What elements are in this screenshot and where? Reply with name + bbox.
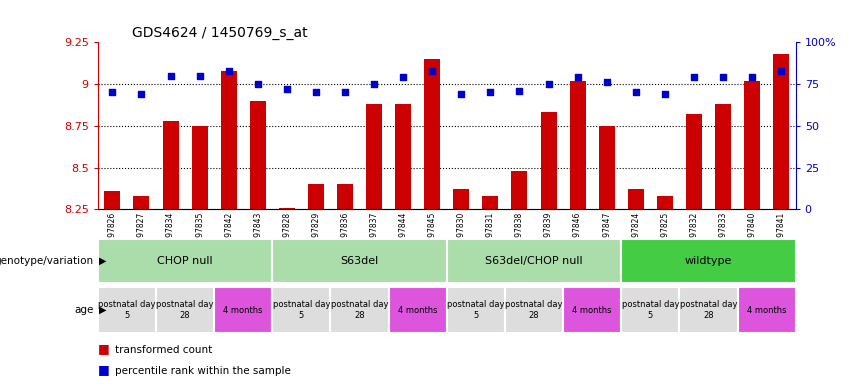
Point bbox=[483, 89, 497, 95]
Point bbox=[251, 81, 265, 87]
Bar bbox=[425, 59, 440, 209]
Text: postnatal day
28: postnatal day 28 bbox=[157, 300, 214, 320]
Text: postnatal day
5: postnatal day 5 bbox=[272, 300, 330, 320]
Bar bbox=[272, 287, 330, 333]
Text: genotype/variation: genotype/variation bbox=[0, 256, 94, 266]
Bar bbox=[308, 184, 324, 209]
Point bbox=[222, 68, 236, 74]
Bar bbox=[337, 184, 353, 209]
Point bbox=[134, 91, 148, 97]
Text: ■: ■ bbox=[98, 363, 110, 376]
Text: 4 months: 4 months bbox=[398, 306, 437, 314]
Text: postnatal day
28: postnatal day 28 bbox=[680, 300, 737, 320]
Bar bbox=[330, 287, 389, 333]
Text: postnatal day
5: postnatal day 5 bbox=[447, 300, 505, 320]
Text: 4 months: 4 months bbox=[747, 306, 786, 314]
Text: S63del: S63del bbox=[340, 256, 379, 266]
Bar bbox=[395, 104, 411, 209]
Bar bbox=[540, 113, 557, 209]
Bar bbox=[156, 287, 214, 333]
Text: transformed count: transformed count bbox=[115, 345, 212, 355]
Point bbox=[397, 74, 410, 80]
Bar bbox=[511, 171, 528, 209]
Point bbox=[774, 68, 788, 74]
Bar bbox=[134, 196, 150, 209]
Text: postnatal day
28: postnatal day 28 bbox=[505, 300, 563, 320]
Bar bbox=[563, 287, 621, 333]
Bar bbox=[279, 208, 294, 209]
Bar bbox=[366, 104, 382, 209]
Point bbox=[542, 81, 556, 87]
Text: wildtype: wildtype bbox=[685, 256, 732, 266]
Bar bbox=[272, 239, 447, 283]
Bar bbox=[389, 287, 447, 333]
Bar bbox=[191, 126, 208, 209]
Point bbox=[368, 81, 381, 87]
Bar bbox=[744, 81, 760, 209]
Bar bbox=[483, 196, 499, 209]
Bar bbox=[105, 191, 120, 209]
Point bbox=[426, 68, 439, 74]
Bar bbox=[98, 287, 156, 333]
Point bbox=[571, 74, 585, 80]
Point bbox=[280, 86, 294, 92]
Text: ▶: ▶ bbox=[99, 305, 106, 315]
Bar bbox=[505, 287, 563, 333]
Bar bbox=[599, 126, 614, 209]
Bar bbox=[220, 71, 237, 209]
Bar bbox=[738, 287, 796, 333]
Text: percentile rank within the sample: percentile rank within the sample bbox=[115, 366, 291, 376]
Point bbox=[193, 73, 207, 79]
Text: S63del/CHOP null: S63del/CHOP null bbox=[485, 256, 583, 266]
Text: postnatal day
28: postnatal day 28 bbox=[331, 300, 388, 320]
Bar bbox=[679, 287, 738, 333]
Bar bbox=[447, 287, 505, 333]
Bar bbox=[163, 121, 179, 209]
Point bbox=[600, 79, 614, 85]
Point bbox=[163, 73, 177, 79]
Point bbox=[687, 74, 700, 80]
Text: postnatal day
5: postnatal day 5 bbox=[98, 300, 156, 320]
Text: ▶: ▶ bbox=[99, 256, 106, 266]
Bar bbox=[569, 81, 585, 209]
Bar bbox=[250, 101, 266, 209]
Point bbox=[106, 89, 119, 95]
Point bbox=[658, 91, 671, 97]
Bar bbox=[214, 287, 272, 333]
Bar bbox=[657, 196, 673, 209]
Bar bbox=[98, 239, 272, 283]
Point bbox=[454, 91, 468, 97]
Text: postnatal day
5: postnatal day 5 bbox=[621, 300, 679, 320]
Text: CHOP null: CHOP null bbox=[157, 256, 213, 266]
Text: 4 months: 4 months bbox=[224, 306, 263, 314]
Point bbox=[717, 74, 730, 80]
Bar bbox=[621, 239, 796, 283]
Text: age: age bbox=[74, 305, 94, 315]
Text: 4 months: 4 months bbox=[573, 306, 612, 314]
Bar bbox=[715, 104, 731, 209]
Point bbox=[512, 88, 526, 94]
Point bbox=[309, 89, 323, 95]
Point bbox=[629, 89, 643, 95]
Point bbox=[338, 89, 351, 95]
Bar bbox=[447, 239, 621, 283]
Bar bbox=[621, 287, 679, 333]
Bar bbox=[686, 114, 702, 209]
Point bbox=[745, 74, 759, 80]
Bar bbox=[774, 54, 789, 209]
Bar bbox=[454, 189, 469, 209]
Text: ■: ■ bbox=[98, 342, 110, 355]
Text: GDS4624 / 1450769_s_at: GDS4624 / 1450769_s_at bbox=[132, 26, 307, 40]
Bar bbox=[628, 189, 643, 209]
